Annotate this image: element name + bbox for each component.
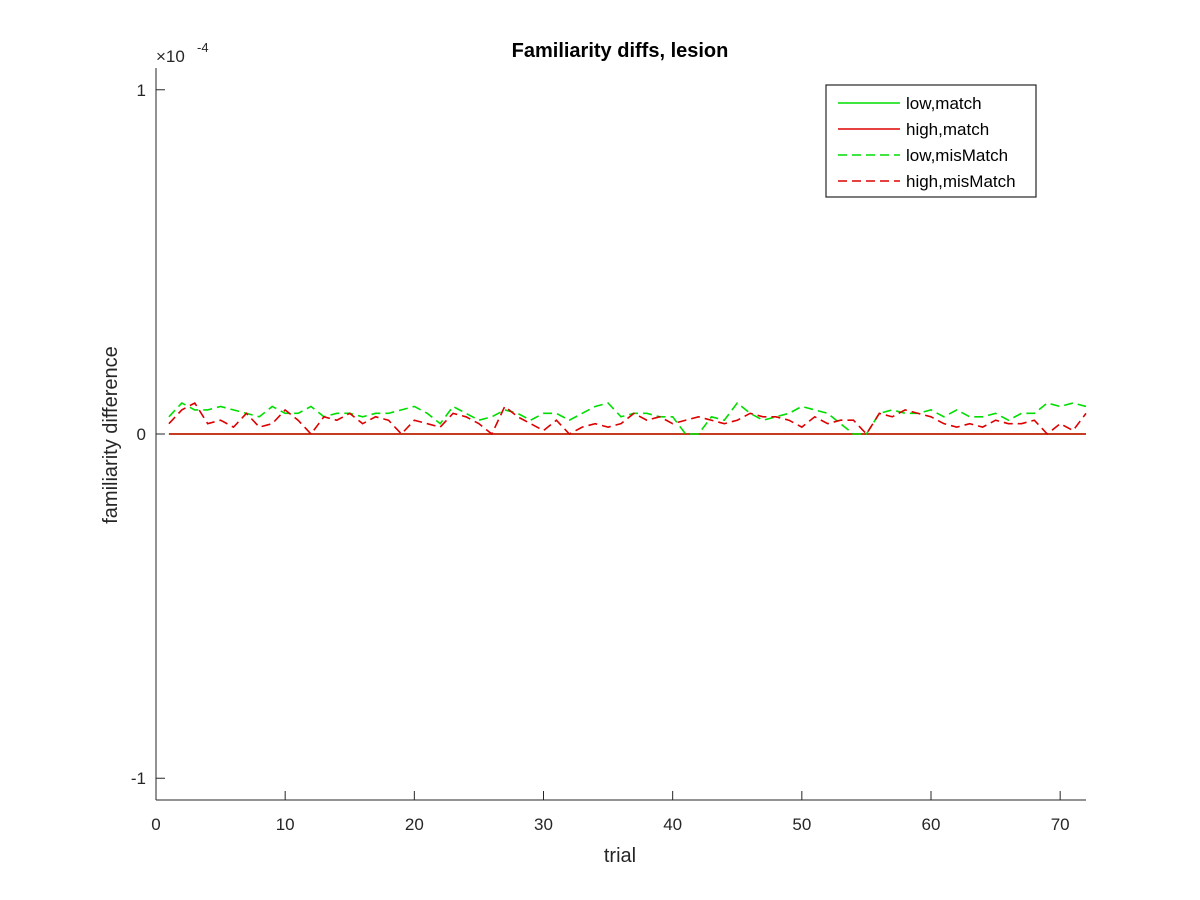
series-line-low-mismatch <box>168 401 1087 435</box>
y-axis-exponent-power: -4 <box>197 40 209 55</box>
legend-label: high,misMatch <box>906 172 1016 191</box>
y-tick-label: 1 <box>137 81 146 100</box>
x-tick-label: 60 <box>922 815 941 834</box>
x-axis-label: trial <box>604 845 636 867</box>
x-tick-label: 0 <box>151 815 160 834</box>
y-tick-label: 0 <box>137 425 146 444</box>
y-axis-label: familiarity difference <box>100 346 122 523</box>
x-tick-label: 70 <box>1051 815 1070 834</box>
x-tick-label: 20 <box>405 815 424 834</box>
x-tick-label: 40 <box>663 815 682 834</box>
legend-label: high,match <box>906 120 989 139</box>
chart-title: Familiarity diffs, lesion <box>512 40 729 62</box>
x-tick-label: 30 <box>534 815 553 834</box>
series-line-high-mismatch <box>168 401 1087 436</box>
legend-label: low,misMatch <box>906 146 1008 165</box>
axes: 0 10 20 30 40 50 60 70 -1 0 1 <box>131 68 1086 834</box>
y-axis-exponent-prefix: ×10 <box>156 47 185 66</box>
plot-area <box>168 401 1087 436</box>
x-tick-label: 10 <box>276 815 295 834</box>
legend-label: low,match <box>906 94 982 113</box>
legend: low,match high,match low,misMatch high,misM… <box>825 84 1037 198</box>
y-tick-label: -1 <box>131 769 146 788</box>
x-tick-label: 50 <box>792 815 811 834</box>
